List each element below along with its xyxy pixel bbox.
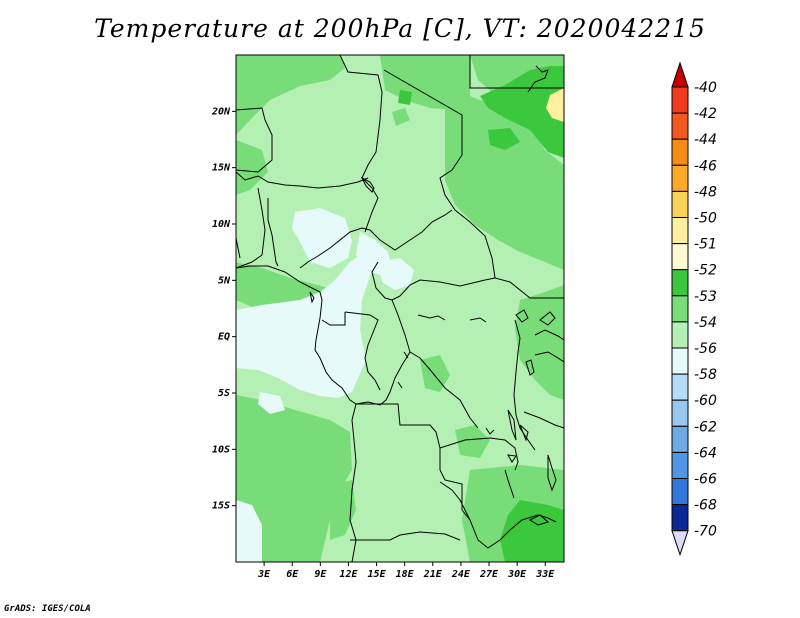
map-plot-area: [236, 55, 564, 562]
colorbar-label: -50: [694, 211, 717, 227]
field-dark-green: [398, 66, 564, 562]
colorbar-label: -58: [694, 367, 717, 383]
colorbar-swatch: [671, 451, 689, 479]
colorbar-swatch: [671, 399, 689, 427]
lakes: [360, 176, 557, 526]
lat-tick-label: 15S: [212, 501, 230, 512]
colorbar-bottom-arrow: [671, 530, 689, 557]
lon-tick-label: 27E: [479, 569, 499, 580]
lon-tick-label: 6E: [286, 569, 299, 580]
lat-tick-label: 15N: [212, 163, 231, 174]
colorbar-swatch: [671, 295, 689, 323]
lat-tick-label: 10S: [212, 444, 230, 455]
colorbar-label: -60: [694, 393, 717, 409]
lon-tick-label: 18E: [396, 569, 415, 580]
lon-tick-label: 30E: [507, 569, 527, 580]
colorbar-swatch: [671, 190, 689, 218]
credit-text: GrADS: IGES/COLA: [4, 604, 91, 614]
colorbar-label: -56: [694, 341, 717, 357]
lon-tick-label: 21E: [423, 569, 443, 580]
colorbar-label: -40: [694, 80, 717, 96]
colorbar-swatch: [671, 86, 689, 114]
coastline: [236, 265, 357, 405]
colorbar-top-arrow: [671, 61, 689, 88]
colorbar-swatch: [671, 373, 689, 401]
colorbar-swatch: [671, 321, 689, 349]
colorbar-label: -52: [694, 263, 717, 279]
colorbar-swatch: [671, 425, 689, 453]
longitude-axis: 3E 6E 9E 12E 15E 18E 21E 24E 27E 30E 33E: [257, 562, 555, 580]
country-boundaries: [236, 55, 564, 562]
colorbar-swatch: [671, 347, 689, 375]
colorbar-label: -42: [694, 106, 717, 122]
colorbar-label: -51: [694, 237, 717, 253]
lat-tick-label: EQ: [218, 332, 230, 343]
colorbar-label: -66: [694, 472, 717, 488]
colorbar-label: -54: [694, 315, 717, 331]
colorbar-label: -68: [694, 498, 717, 514]
lon-tick-label: 9E: [314, 569, 327, 580]
latitude-axis: 20N 15N 10N 5N EQ 5S 10S 15S: [211, 106, 236, 512]
colorbar: -40 -42 -44 -46 -48 -50 -51 -52 -53 -54 -56 -58 -60 -…: [671, 61, 717, 557]
colorbar-swatch: [671, 138, 689, 166]
lon-tick-label: 24E: [451, 569, 471, 580]
field-pale-cyan: [236, 208, 414, 562]
lat-tick-label: 5S: [218, 388, 230, 399]
colorbar-swatch: [671, 504, 689, 532]
colorbar-swatch: [671, 478, 689, 506]
colorbar-swatch: [671, 164, 689, 192]
lon-tick-label: 3E: [257, 569, 271, 580]
colorbar-label: -48: [694, 184, 717, 200]
colorbar-swatch: [671, 112, 689, 140]
map-title: Temperature at 200hPa [C], VT: 202004221…: [94, 14, 706, 43]
colorbar-label: -62: [694, 419, 717, 435]
lat-tick-label: 10N: [212, 219, 231, 230]
lon-tick-label: 12E: [339, 569, 358, 580]
plot-frame: [235, 54, 565, 563]
colorbar-label: -53: [694, 289, 717, 305]
lon-tick-label: 33E: [535, 569, 555, 580]
colorbar-label: -44: [694, 132, 717, 148]
lat-tick-label: 20N: [211, 106, 231, 117]
colorbar-label: -70: [694, 524, 717, 540]
lon-tick-label: 15E: [368, 569, 387, 580]
field-pale-yellow: [546, 88, 564, 122]
lat-tick-label: 5N: [218, 275, 231, 286]
field-mid-green: [236, 55, 564, 562]
colorbar-swatch: [671, 243, 689, 271]
colorbar-label: -46: [694, 158, 717, 174]
colorbar-label: -64: [694, 445, 717, 461]
colorbar-swatch: [671, 269, 689, 297]
colorbar-swatch: [671, 217, 689, 245]
